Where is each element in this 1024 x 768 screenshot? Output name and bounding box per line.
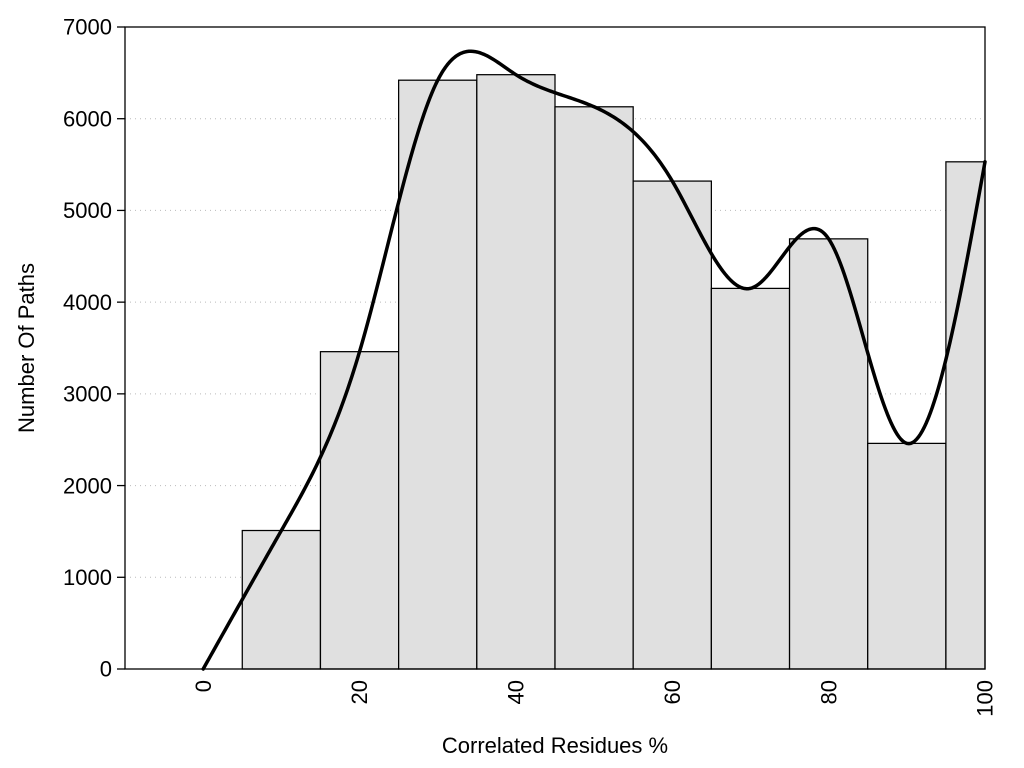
y-tick-label: 1000 bbox=[63, 565, 112, 590]
y-tick-label: 0 bbox=[100, 657, 112, 682]
x-tick-label: 60 bbox=[660, 680, 685, 704]
histogram-bar bbox=[710, 287, 791, 670]
x-tick-label: 20 bbox=[347, 680, 372, 704]
x-axis-tick-labels: 0 20 40 60 80 100 bbox=[191, 680, 998, 717]
histogram-bar bbox=[398, 79, 478, 670]
y-axis-tick-labels: 0 1000 2000 3000 4000 5000 6000 7000 bbox=[63, 15, 112, 682]
histogram-bar bbox=[319, 351, 400, 670]
y-tick-label: 2000 bbox=[63, 473, 112, 498]
x-tick-label: 0 bbox=[191, 680, 216, 692]
histogram-bar bbox=[632, 180, 712, 670]
histogram-bar bbox=[788, 238, 869, 670]
histogram-bar bbox=[476, 74, 556, 670]
spline-curve bbox=[201, 49, 987, 671]
histogram-bar bbox=[241, 529, 322, 670]
plot-border bbox=[124, 26, 986, 670]
histogram-bars bbox=[241, 74, 986, 670]
x-tick-label: 80 bbox=[816, 680, 841, 704]
histogram-bar bbox=[554, 106, 634, 670]
y-tick-label: 6000 bbox=[63, 106, 112, 131]
y-tick-label: 3000 bbox=[63, 382, 112, 407]
x-axis-title: Correlated Residues % bbox=[442, 733, 668, 758]
y-axis-ticks bbox=[117, 26, 125, 670]
histogram-bar bbox=[945, 161, 986, 670]
histogram-bar bbox=[867, 442, 947, 670]
y-axis-title: Number Of Paths bbox=[14, 263, 39, 433]
y-tick-label: 7000 bbox=[63, 15, 112, 40]
y-tick-label: 5000 bbox=[63, 198, 112, 223]
x-tick-label: 40 bbox=[504, 680, 529, 704]
x-tick-label: 100 bbox=[973, 680, 998, 717]
y-tick-label: 4000 bbox=[63, 290, 112, 315]
